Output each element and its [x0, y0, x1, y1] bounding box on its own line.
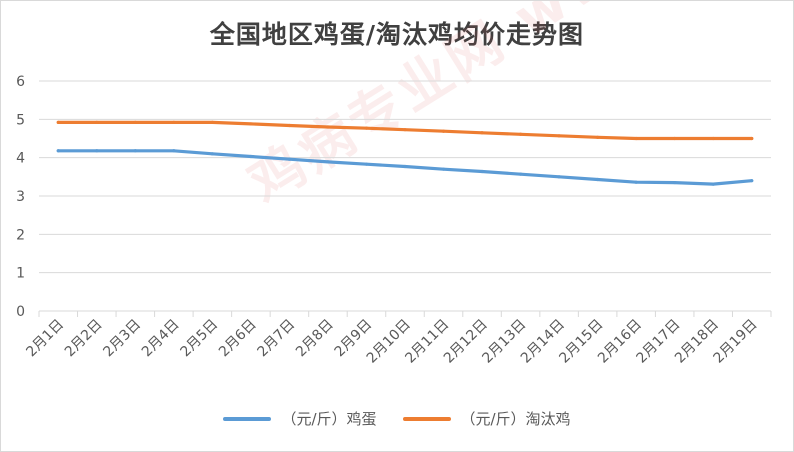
data-point: [518, 172, 523, 176]
x-tick-label: 2月7日: [255, 317, 299, 361]
legend-swatch: [402, 416, 451, 421]
data-point: [210, 152, 214, 156]
data-point: [364, 126, 369, 130]
data-point: [557, 175, 561, 179]
data-point: [518, 132, 523, 136]
legend-item: （元/斤）鸡蛋: [223, 408, 377, 429]
x-tick-label: 2月3日: [100, 317, 144, 361]
data-point: [172, 120, 176, 124]
data-point: [95, 120, 99, 124]
data-point: [210, 120, 214, 124]
y-tick-label: 0: [16, 304, 25, 320]
data-point: [441, 167, 446, 171]
data-point: [403, 128, 407, 132]
data-point: [364, 162, 369, 166]
data-point: [596, 135, 600, 139]
y-tick-label: 6: [16, 74, 25, 90]
x-tick-label: 2月1日: [23, 317, 67, 361]
data-point: [441, 129, 446, 133]
chart-title: 全国地区鸡蛋/淘汰鸡均价走势图: [209, 20, 585, 49]
x-tick-label: 2月8日: [293, 317, 337, 361]
y-tick-label: 2: [16, 227, 25, 243]
data-point: [95, 149, 99, 153]
chart-legend: （元/斤）鸡蛋 （元/斤）淘汰鸡: [1, 408, 793, 429]
data-point: [249, 154, 253, 159]
data-point: [596, 177, 600, 182]
data-point: [133, 120, 137, 124]
data-point: [287, 157, 292, 161]
data-point: [634, 180, 638, 184]
data-point: [750, 136, 754, 141]
legend-swatch: [223, 416, 272, 421]
data-point: [326, 125, 330, 129]
data-point: [56, 120, 60, 124]
y-tick-label: 4: [16, 151, 25, 167]
data-point: [711, 136, 715, 141]
data-point: [673, 136, 677, 141]
y-tick-label: 1: [16, 266, 25, 282]
data-point: [480, 131, 484, 135]
y-tick-label: 3: [16, 189, 25, 205]
legend-label: （元/斤）鸡蛋: [281, 410, 377, 428]
data-point: [249, 122, 253, 126]
data-point: [750, 179, 754, 183]
y-tick-label: 5: [16, 112, 25, 128]
data-point: [673, 180, 677, 185]
data-point: [133, 149, 137, 153]
x-tick-label: 2月6日: [216, 317, 260, 361]
legend-item: （元/斤）淘汰鸡: [402, 408, 571, 429]
data-point: [56, 149, 60, 153]
data-point: [711, 182, 715, 186]
data-point: [172, 149, 176, 153]
x-tick-label: 2月5日: [177, 317, 221, 361]
data-point: [480, 169, 484, 174]
data-point: [326, 160, 330, 164]
x-tick-label: 2月4日: [139, 317, 183, 361]
data-point: [634, 136, 638, 141]
legend-label: （元/斤）淘汰鸡: [460, 410, 571, 428]
x-tick-label: 2月2日: [62, 317, 106, 361]
data-point: [403, 164, 407, 169]
data-point: [557, 134, 561, 138]
data-point: [287, 123, 292, 128]
